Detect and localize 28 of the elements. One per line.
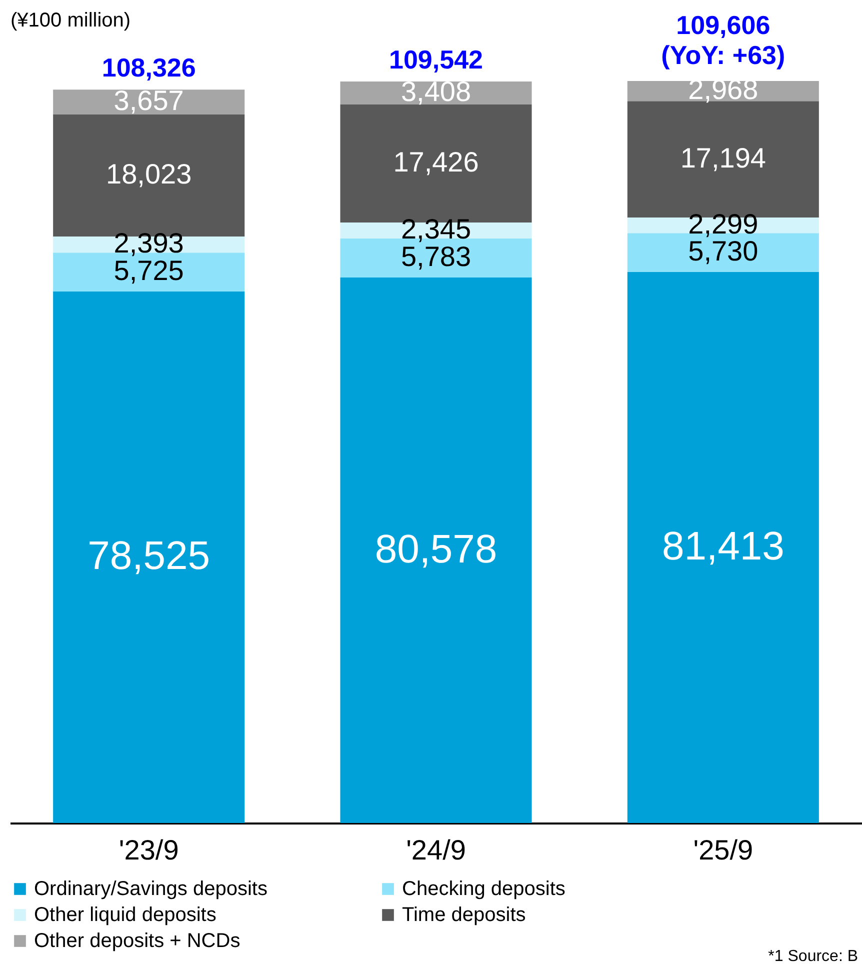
x-tick-label: '23/9	[118, 834, 179, 866]
bar	[627, 272, 819, 823]
x-tick-label: '25/9	[693, 834, 754, 866]
legend-label: Ordinary/Savings deposits	[34, 878, 268, 900]
total-label: 109,542	[389, 44, 483, 74]
legend-label: Other liquid deposits	[34, 904, 216, 926]
data-label: 78,525	[88, 534, 210, 578]
data-label: 3,408	[400, 76, 472, 107]
data-label: 18,023	[106, 158, 192, 190]
data-label: 81,413	[662, 524, 784, 568]
data-label: 2,299	[688, 208, 758, 240]
annotation: (YoY: +63)	[661, 40, 786, 70]
total-label: 108,326	[102, 52, 196, 83]
data-label: 2,345	[400, 213, 472, 244]
text: *1 Source: B	[768, 948, 858, 966]
y-axis-title: (¥100 million)	[10, 10, 131, 32]
data-label: 3,657	[114, 85, 184, 116]
bar	[53, 90, 245, 114]
data-label: 80,578	[374, 527, 498, 572]
bar	[340, 278, 532, 823]
legend-label: Checking deposits	[402, 878, 566, 900]
data-label: 17,426	[393, 146, 479, 178]
x-tick-label: '24/9	[406, 834, 466, 866]
legend-label: Time deposits	[402, 904, 526, 926]
legend-label: Other deposits + NCDs	[34, 930, 240, 952]
bar	[53, 291, 245, 823]
data-label: 17,194	[680, 142, 766, 174]
total-label: 109,606	[676, 10, 770, 40]
